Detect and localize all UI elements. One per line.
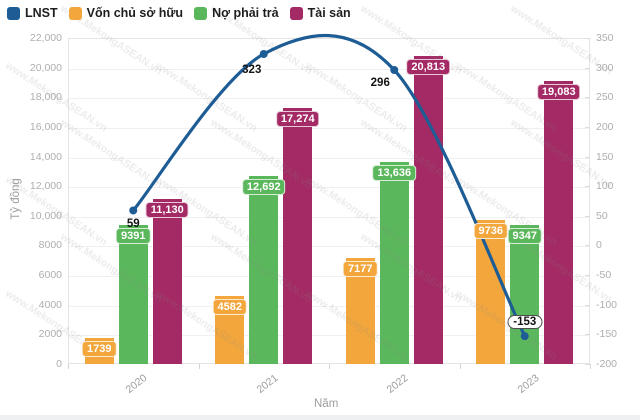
bar-nợ-phải-trả-2020[interactable] (118, 224, 148, 364)
right-axis-tick-label: 350 (596, 32, 614, 44)
lnst-point-2021[interactable] (259, 50, 268, 59)
right-axis-tick (585, 186, 590, 188)
legend-item-tai-san[interactable]: Tài sản (289, 6, 351, 20)
gridline (69, 187, 589, 189)
gridline (69, 335, 589, 337)
bar-value-label: 13,636 (372, 164, 417, 181)
bar-value-label: 11,130 (145, 202, 189, 219)
right-axis-tick (585, 275, 590, 277)
bar-value-label: 4582 (212, 299, 247, 316)
legend-label: LNST (25, 6, 58, 20)
lnst-value-label: 59 (126, 218, 140, 231)
left-axis-tick-label: 16,000 (29, 120, 62, 133)
bar-vốn-chủ-sở-hữu-2023[interactable] (476, 219, 506, 364)
x-axis-title: Năm (314, 398, 339, 410)
left-axis-tick-label: 6000 (38, 269, 62, 282)
left-axis-tick-label: 8000 (38, 239, 62, 252)
lnst-point-2023[interactable] (520, 332, 529, 341)
left-axis-tick-label: 10,000 (29, 209, 62, 222)
von-chu-so-huu-swatch-icon (68, 6, 82, 20)
bar-tài-sản-2020[interactable] (152, 199, 182, 364)
lnst-line (131, 33, 527, 338)
legend-item-no-phai-tra[interactable]: Nợ phải trả (194, 6, 279, 20)
tai-san-swatch-icon (289, 6, 303, 20)
right-axis-tick-label: 300 (596, 61, 614, 74)
lnst-point-2020[interactable] (129, 206, 138, 215)
right-axis-tick-label: -50 (596, 269, 612, 282)
x-axis-tick (198, 364, 200, 369)
gridline (69, 305, 589, 307)
gridline (69, 246, 589, 248)
bar-value-label: 7177 (343, 260, 378, 277)
right-axis-tick (585, 364, 590, 365)
left-axis-tick-label: 22,000 (29, 32, 62, 44)
right-axis-tick-label: -100 (596, 298, 618, 311)
right-axis-tick-label: -150 (596, 328, 618, 341)
lnst-point-2022[interactable] (390, 66, 399, 75)
bar-value-label: 9347 (507, 228, 542, 245)
lnst-value-label: 323 (242, 64, 262, 76)
gridline (69, 157, 589, 159)
bar-value-label: 17,274 (275, 111, 320, 128)
right-axis-tick (585, 67, 590, 69)
right-axis-tick-label: 100 (596, 180, 614, 193)
gridline (69, 276, 589, 278)
bar-tài-sản-2021[interactable] (283, 108, 313, 364)
legend-label: Tài sản (307, 6, 351, 20)
no-phai-tra-swatch-icon (194, 6, 208, 20)
bar-value-label: 9736 (473, 222, 508, 239)
legend-item-von-chu-so-huu[interactable]: Vốn chủ sở hữu (68, 6, 184, 20)
right-axis-tick-label: -200 (596, 358, 618, 370)
bar-value-label: 20,813 (406, 58, 451, 75)
left-axis-tick-label: 12,000 (29, 180, 62, 193)
left-axis-tick-label: 20,000 (29, 61, 62, 74)
left-axis-tick-label: 2000 (38, 328, 62, 341)
right-axis-tick (585, 334, 590, 336)
left-axis-tick-label: 14,000 (29, 150, 62, 163)
right-axis-tick-label: 250 (596, 91, 614, 104)
lnst-value-label: -153 (507, 315, 543, 330)
bar-value-label: 12,692 (241, 178, 286, 195)
bar-nợ-phải-trả-2023[interactable] (510, 225, 540, 364)
legend: LNST Vốn chủ sở hữu Nợ phải trả Tài sản (7, 6, 351, 20)
gridline (69, 68, 589, 70)
gridline (69, 216, 589, 218)
right-axis-tick (585, 304, 590, 306)
right-axis-tick (585, 126, 590, 128)
legend-label: Vốn chủ sở hữu (86, 6, 184, 20)
x-axis-tick (459, 364, 461, 369)
legend-label: Nợ phải trả (212, 6, 279, 20)
right-axis-tick (585, 97, 590, 99)
right-axis-tick-label: 50 (596, 209, 608, 222)
bar-nợ-phải-trả-2021[interactable] (249, 175, 279, 364)
right-axis-tick-label: 0 (596, 239, 602, 252)
right-axis-tick (585, 38, 590, 39)
right-axis-tick-label: 200 (596, 120, 614, 133)
x-axis-tick (329, 364, 330, 369)
gridline (69, 127, 589, 129)
right-axis-tick (585, 245, 590, 247)
right-axis-tick-label: 150 (596, 150, 614, 163)
bar-value-label: 9391 (116, 227, 151, 244)
page-bottom-strip (0, 415, 640, 420)
lnst-value-label: 296 (370, 77, 390, 89)
left-axis-tick-label: 4000 (38, 298, 62, 311)
bar-value-label: 19,083 (536, 84, 581, 101)
right-axis-tick (585, 215, 590, 217)
x-axis-tick (590, 364, 591, 369)
left-axis-tick-label: 0 (56, 358, 62, 370)
lnst-swatch-icon (7, 6, 20, 20)
left-axis-tick-label: 18,000 (29, 91, 62, 104)
bar-value-label: 1739 (82, 341, 117, 358)
right-axis-tick (585, 156, 590, 158)
x-axis-tick (68, 364, 69, 369)
legend-item-lnst[interactable]: LNST (7, 6, 58, 20)
bar-tài-sản-2023[interactable] (544, 81, 574, 364)
bar-nợ-phải-trả-2022[interactable] (379, 161, 409, 364)
gridline (69, 98, 589, 100)
